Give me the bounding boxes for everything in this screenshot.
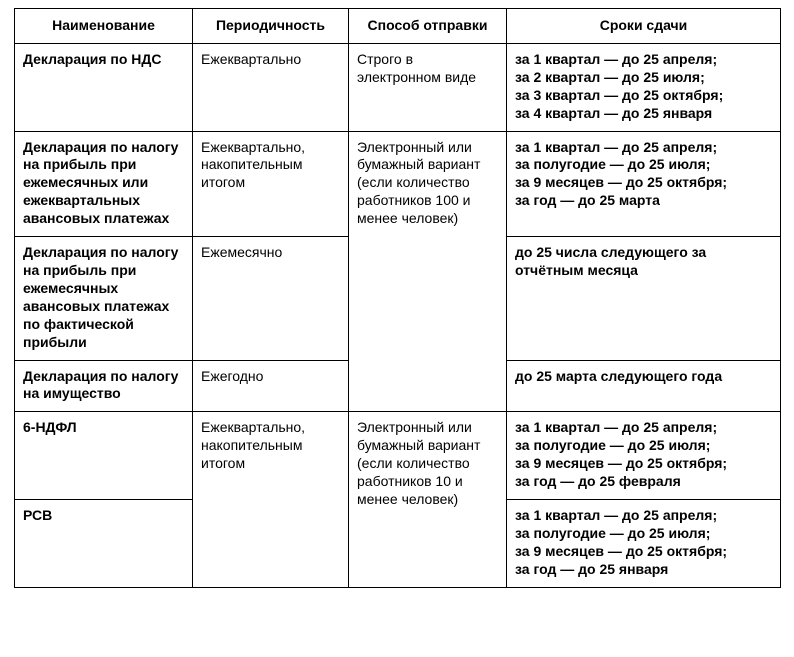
- table-row: Декларация по НДСЕжеквартальноСтрого в э…: [15, 43, 781, 131]
- table-header-row: Наименование Периодичность Способ отправ…: [15, 9, 781, 44]
- deadline-line: за год — до 25 марта: [515, 192, 772, 210]
- col-header-period: Периодичность: [193, 9, 349, 44]
- cell-method: Электронный или бумажный вариант (если к…: [349, 412, 507, 587]
- cell-name: Декларация по налогу на прибыль при ежем…: [15, 131, 193, 237]
- cell-name: РСВ: [15, 499, 193, 587]
- cell-period: Ежемесячно: [193, 237, 349, 360]
- table-row: 6-НДФЛЕжеквартально, накопительным итого…: [15, 412, 781, 500]
- table-body: Декларация по НДСЕжеквартальноСтрого в э…: [15, 43, 781, 587]
- deadline-line: за 2 квартал — до 25 июля;: [515, 69, 772, 87]
- cell-period: Ежеквартально, накопительным итогом: [193, 131, 349, 237]
- cell-period: Ежегодно: [193, 360, 349, 412]
- cell-period: Ежеквартально: [193, 43, 349, 131]
- cell-name: Декларация по НДС: [15, 43, 193, 131]
- col-header-deadlines: Сроки сдачи: [507, 9, 781, 44]
- cell-period: Ежеквартально, накопительным итогом: [193, 412, 349, 587]
- cell-method: Строго в электронном виде: [349, 43, 507, 131]
- deadline-line: за 1 квартал — до 25 апреля;: [515, 419, 772, 437]
- table-row: Декларация по налогу на прибыль при ежем…: [15, 131, 781, 237]
- cell-deadlines: за 1 квартал — до 25 апреля;за полугодие…: [507, 412, 781, 500]
- deadline-line: до 25 числа следующего за отчётным месяц…: [515, 244, 772, 280]
- deadline-line: за 3 квартал — до 25 октября;: [515, 87, 772, 105]
- cell-method: Электронный или бумажный вариант (если к…: [349, 131, 507, 412]
- deadline-line: за 1 квартал — до 25 апреля;: [515, 51, 772, 69]
- cell-deadlines: за 1 квартал — до 25 апреля;за полугодие…: [507, 131, 781, 237]
- deadline-line: за 9 месяцев — до 25 октября;: [515, 455, 772, 473]
- deadline-line: за год — до 25 февраля: [515, 473, 772, 491]
- deadline-line: за год — до 25 января: [515, 561, 772, 579]
- deadline-line: за 4 квартал — до 25 января: [515, 105, 772, 123]
- deadline-line: за полугодие — до 25 июля;: [515, 156, 772, 174]
- col-header-name: Наименование: [15, 9, 193, 44]
- tax-report-table: Наименование Периодичность Способ отправ…: [14, 8, 781, 588]
- cell-name: 6-НДФЛ: [15, 412, 193, 500]
- deadline-line: за 1 квартал — до 25 апреля;: [515, 139, 772, 157]
- cell-deadlines: за 1 квартал — до 25 апреля;за 2 квартал…: [507, 43, 781, 131]
- deadline-line: за 9 месяцев — до 25 октября;: [515, 174, 772, 192]
- cell-deadlines: за 1 квартал — до 25 апреля;за полугодие…: [507, 499, 781, 587]
- cell-deadlines: до 25 числа следующего за отчётным месяц…: [507, 237, 781, 360]
- cell-deadlines: до 25 марта следующего года: [507, 360, 781, 412]
- deadline-line: за 9 месяцев — до 25 октября;: [515, 543, 772, 561]
- deadline-line: за 1 квартал — до 25 апреля;: [515, 507, 772, 525]
- col-header-method: Способ отправки: [349, 9, 507, 44]
- deadline-line: за полугодие — до 25 июля;: [515, 525, 772, 543]
- cell-name: Декларация по налогу на имущество: [15, 360, 193, 412]
- deadline-line: до 25 марта следующего года: [515, 368, 772, 386]
- cell-name: Декларация по налогу на прибыль при ежем…: [15, 237, 193, 360]
- deadline-line: за полугодие — до 25 июля;: [515, 437, 772, 455]
